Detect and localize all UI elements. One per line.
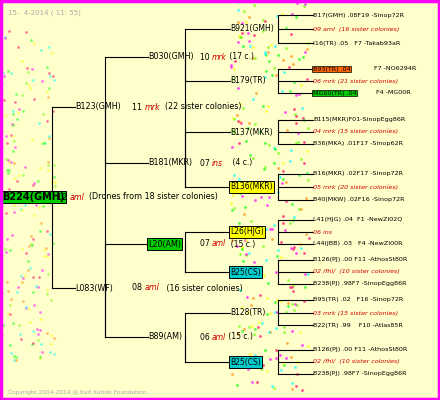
Text: B16(MKR) .02F17 -Sinop72R: B16(MKR) .02F17 -Sinop72R (313, 172, 403, 176)
Text: L20(AM): L20(AM) (148, 240, 181, 248)
Text: F7 -NO6294R: F7 -NO6294R (370, 66, 416, 72)
Text: (15 c.): (15 c.) (226, 332, 253, 342)
Text: ins: ins (212, 158, 223, 168)
Text: B238(PJ) .98F7 -SinopEgg86R: B238(PJ) .98F7 -SinopEgg86R (313, 372, 407, 376)
Text: B95(TR) .02   F16 -Sinop72R: B95(TR) .02 F16 -Sinop72R (313, 298, 403, 302)
Text: (Drones from 18 sister colonies): (Drones from 18 sister colonies) (84, 192, 218, 202)
Text: 11: 11 (132, 102, 144, 112)
Text: F4 -MG00R: F4 -MG00R (370, 90, 411, 96)
Text: 15-  4-2014 ( 11: 55): 15- 4-2014 ( 11: 55) (8, 10, 81, 16)
Text: 12: 12 (57, 192, 70, 202)
Text: B17(GMH) .08F19 -Sinop72R: B17(GMH) .08F19 -Sinop72R (313, 12, 404, 18)
Text: B22(TR) .99    F10 -Atlas85R: B22(TR) .99 F10 -Atlas85R (313, 322, 403, 328)
Text: B238(PJ) .98F7 -SinopEgg86R: B238(PJ) .98F7 -SinopEgg86R (313, 282, 407, 286)
Text: B921(GMH): B921(GMH) (230, 24, 274, 34)
Text: L41(HJG) .04  F1 -NewZl02Q: L41(HJG) .04 F1 -NewZl02Q (313, 218, 402, 222)
Text: B126(PJ) .00 F11 -AthosSt80R: B126(PJ) .00 F11 -AthosSt80R (313, 348, 407, 352)
Text: 08: 08 (132, 284, 144, 292)
Text: 07: 07 (200, 158, 212, 168)
Text: mrk: mrk (144, 102, 160, 112)
Text: 06 mrk (21 sister colonies): 06 mrk (21 sister colonies) (313, 78, 398, 84)
Text: B25(CS): B25(CS) (230, 268, 261, 276)
Text: aml: aml (212, 240, 226, 248)
Text: B123(GMH): B123(GMH) (75, 102, 121, 112)
Text: Copyright 2004-2014 @ Karl Kehde Foundation.: Copyright 2004-2014 @ Karl Kehde Foundat… (8, 390, 148, 395)
Text: B40(MKW) .02F16 -Sinop72R: B40(MKW) .02F16 -Sinop72R (313, 198, 404, 202)
Text: B25(CS): B25(CS) (230, 358, 261, 366)
Text: B89(AM): B89(AM) (148, 332, 182, 342)
Text: 06: 06 (200, 332, 212, 342)
Text: aml: aml (144, 284, 159, 292)
Text: 03 mrk (15 sister colonies): 03 mrk (15 sister colonies) (313, 310, 398, 316)
Text: B93(TR) .04: B93(TR) .04 (313, 66, 351, 72)
Text: 06 ins: 06 ins (313, 230, 332, 234)
Text: aml: aml (70, 192, 84, 202)
Text: B128(TR): B128(TR) (230, 308, 265, 318)
Text: L26(HJG): L26(HJG) (230, 228, 264, 236)
Text: B179(TR): B179(TR) (230, 76, 266, 86)
Text: 10: 10 (200, 52, 212, 62)
Text: B224(GMH): B224(GMH) (2, 192, 64, 202)
Text: 04 mrk (15 sister colonies): 04 mrk (15 sister colonies) (313, 130, 398, 134)
Text: B136(MKR): B136(MKR) (230, 182, 273, 192)
Text: B36(MKA) .01F17 -Sinop62R: B36(MKA) .01F17 -Sinop62R (313, 142, 403, 146)
Text: 07: 07 (200, 240, 212, 248)
Text: (15 c.): (15 c.) (226, 240, 256, 248)
Text: (17 c.): (17 c.) (227, 52, 254, 62)
Text: L083(WF): L083(WF) (75, 284, 113, 292)
Text: I16(TR) .05   F7 -Takab93aR: I16(TR) .05 F7 -Takab93aR (313, 40, 400, 46)
Text: MG60(TR) .04: MG60(TR) .04 (313, 90, 357, 96)
Text: (4 c.): (4 c.) (223, 158, 253, 168)
Text: aml: aml (212, 332, 226, 342)
Text: 09 aml  (16 sister colonies): 09 aml (16 sister colonies) (313, 26, 400, 32)
Text: 02 /fhl/  (10 sister colonies): 02 /fhl/ (10 sister colonies) (313, 270, 400, 274)
Text: 02 /fhl/  (10 sister colonies): 02 /fhl/ (10 sister colonies) (313, 360, 400, 364)
Text: (16 sister colonies): (16 sister colonies) (159, 284, 243, 292)
Text: B137(MKR): B137(MKR) (230, 128, 273, 136)
Text: B030(GMH): B030(GMH) (148, 52, 194, 62)
Text: 05 mrk (20 sister colonies): 05 mrk (20 sister colonies) (313, 184, 398, 190)
Text: L44(JBB) .03   F4 -NewZl00R: L44(JBB) .03 F4 -NewZl00R (313, 242, 403, 246)
Text: B181(MKR): B181(MKR) (148, 158, 192, 168)
Text: mrk: mrk (212, 52, 227, 62)
Text: (22 sister colonies): (22 sister colonies) (160, 102, 242, 112)
Text: B126(PJ) .00 F11 -AthosSt80R: B126(PJ) .00 F11 -AthosSt80R (313, 258, 407, 262)
Text: B115(MKR)F01-SinopEgg86R: B115(MKR)F01-SinopEgg86R (313, 118, 405, 122)
